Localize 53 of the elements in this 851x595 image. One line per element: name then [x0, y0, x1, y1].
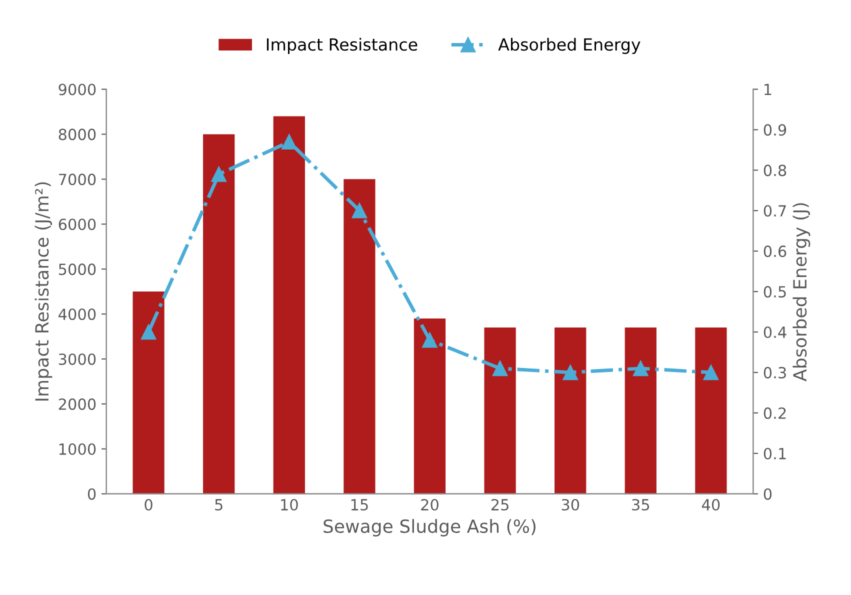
- y-tick-label: 0: [88, 488, 96, 500]
- x-tick-label: 35: [632, 498, 650, 511]
- x-tick-label: 20: [421, 498, 438, 511]
- y2-tick-label: 0.8: [764, 164, 786, 176]
- point: [211, 166, 226, 182]
- bar: [414, 318, 446, 494]
- x-axis-title: Sewage Sludge Ash (%): [324, 519, 536, 537]
- bar: [554, 328, 586, 494]
- point: [633, 360, 648, 376]
- point: [140, 324, 156, 340]
- bar: [344, 179, 376, 494]
- y-tick-label: 8000: [58, 128, 96, 140]
- legend-label: Impact Resistance: [266, 38, 418, 54]
- y-tick-label: 5000: [58, 264, 96, 276]
- x-tick-label: 5: [215, 499, 222, 511]
- x-tick-label: 25: [491, 498, 508, 511]
- y2-tick-label: 0.6: [764, 246, 786, 258]
- legend-label: Absorbed Energy: [498, 38, 640, 54]
- bar: [132, 292, 164, 494]
- y-tick-label: 6000: [58, 218, 96, 230]
- y2-tick-label: 0.3: [764, 366, 786, 378]
- point: [282, 134, 297, 150]
- y-tick-label: 4000: [58, 308, 96, 320]
- y-tick-label: 7000: [59, 174, 96, 186]
- y2-tick-label: 0.2: [764, 407, 786, 419]
- y2-tick-label: 0: [764, 488, 772, 500]
- x-tick-label: 0: [144, 498, 152, 511]
- point: [562, 364, 578, 380]
- point: [352, 202, 368, 218]
- y2-tick-label: 0.9: [764, 124, 786, 136]
- y-axis-title: Impact Resistance (J/m²): [34, 182, 52, 401]
- y-tick-label: 2000: [58, 398, 96, 410]
- y2-tick-label: 0.5: [764, 286, 786, 298]
- bar: [203, 134, 235, 494]
- y2-tick-label: 0.7: [764, 205, 786, 217]
- bar: [484, 328, 516, 494]
- y-tick-label: 9000: [58, 84, 96, 96]
- bar: [273, 116, 305, 494]
- bar: [695, 328, 727, 494]
- x-tick-label: 30: [562, 498, 580, 511]
- x-tick-label: 40: [702, 498, 720, 511]
- y-tick-label: 3000: [58, 353, 96, 366]
- y2-tick-label: 0.1: [764, 448, 786, 460]
- y2-tick-label: 0.4: [764, 326, 786, 338]
- y2-axis-title: Absorbed Energy (J): [792, 203, 810, 382]
- point: [703, 364, 719, 380]
- x-tick-label: 15: [351, 499, 368, 511]
- point: [422, 332, 438, 348]
- y2-tick-label: 1: [764, 84, 772, 96]
- x-tick-label: 10: [281, 498, 298, 511]
- y-tick-label: 1000: [59, 443, 96, 455]
- point: [492, 360, 508, 376]
- bar: [624, 328, 656, 494]
